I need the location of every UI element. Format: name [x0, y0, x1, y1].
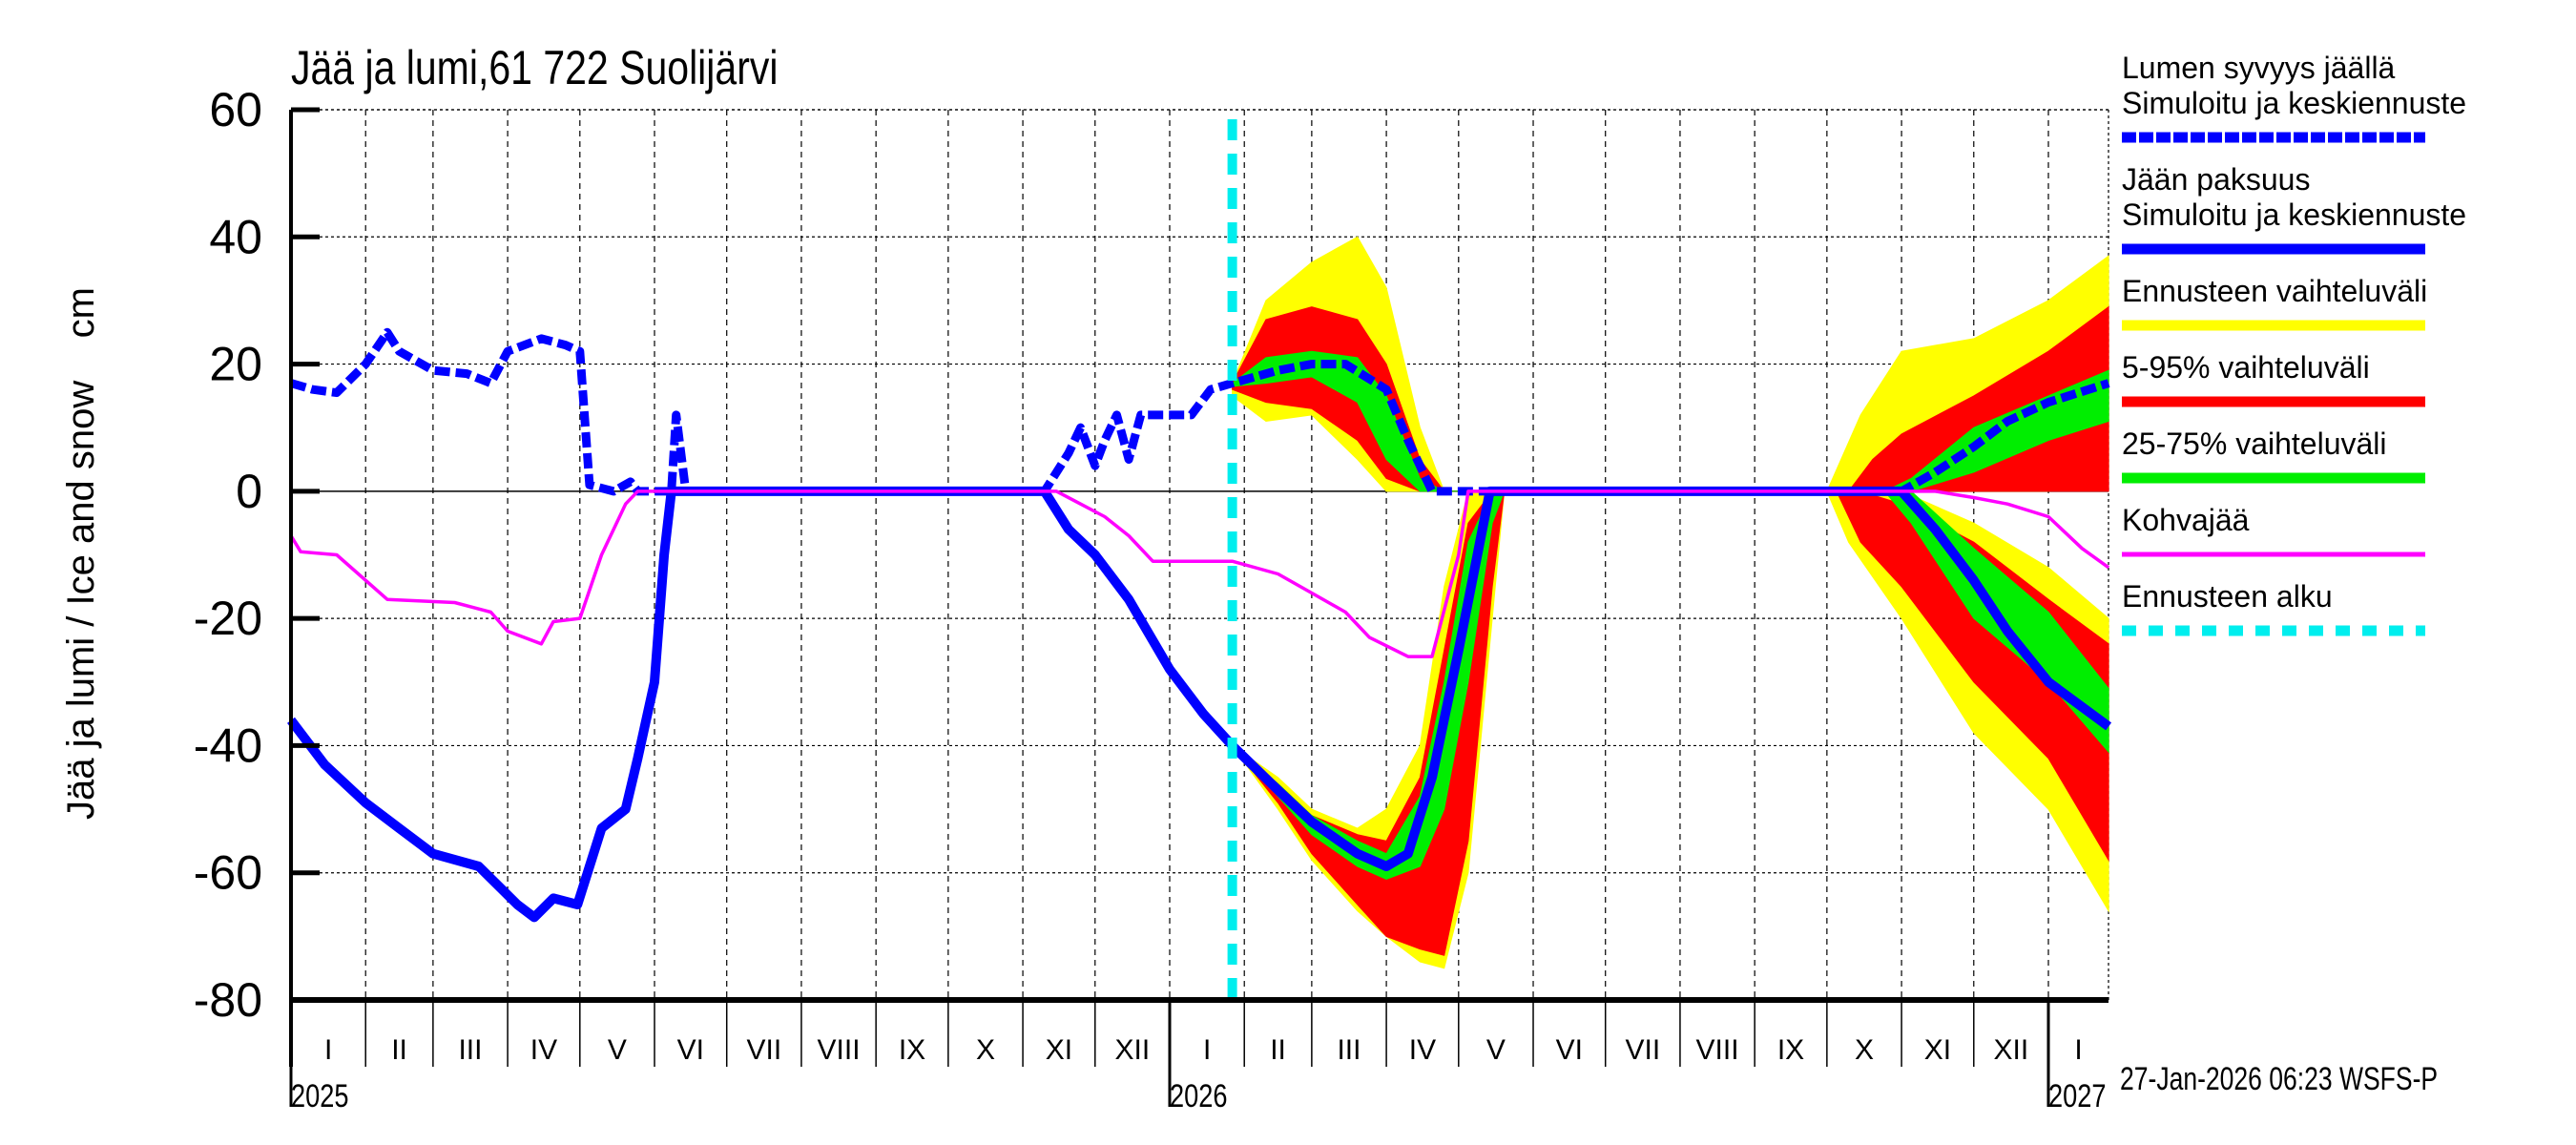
- month-label: IV: [530, 1034, 557, 1066]
- month-label: V: [1486, 1034, 1506, 1066]
- y-tick-label: -20: [194, 592, 262, 645]
- legend-label: Kohvajää: [2122, 503, 2250, 537]
- month-label: X: [976, 1034, 995, 1066]
- month-label: V: [608, 1034, 627, 1066]
- timestamp: 27-Jan-2026 06:23 WSFS-P: [2120, 1061, 2438, 1097]
- slush-ice-line: [289, 489, 2110, 658]
- y-tick-label: 20: [209, 338, 262, 391]
- month-label: XII: [1115, 1034, 1151, 1066]
- month-label: XII: [1994, 1034, 2029, 1066]
- month-label: VII: [1625, 1034, 1660, 1066]
- y-tick-label: 0: [236, 465, 262, 518]
- year-label: 2025: [291, 1077, 348, 1114]
- month-label: I: [2074, 1034, 2082, 1066]
- month-label: II: [391, 1034, 407, 1066]
- legend-label: 5-95% vaihteluväli: [2122, 350, 2370, 385]
- y-tick-label: 40: [209, 210, 262, 263]
- month-label: III: [1337, 1034, 1361, 1066]
- month-label: XI: [1924, 1034, 1951, 1066]
- legend-label: 25-75% vaihteluväli: [2122, 427, 2387, 461]
- legend-label: Simuloitu ja keskiennuste: [2122, 86, 2466, 120]
- ice-25-75-band: [1232, 490, 2109, 880]
- month-label: II: [1270, 1034, 1286, 1066]
- ice-thickness-line: [287, 486, 2112, 923]
- legend-label: Lumen syvyys jäällä: [2122, 51, 2396, 85]
- grid: [291, 109, 2109, 1000]
- year-label: 2026: [1170, 1077, 1227, 1114]
- month-label: VI: [1556, 1034, 1583, 1066]
- legend-label: Jään paksuus: [2122, 162, 2310, 197]
- month-label: VIII: [1696, 1034, 1739, 1066]
- month-label: XI: [1046, 1034, 1072, 1066]
- y-tick-label: -40: [194, 718, 262, 772]
- month-label: VIII: [818, 1034, 861, 1066]
- month-label: I: [1203, 1034, 1211, 1066]
- month-label: IX: [899, 1034, 925, 1066]
- month-label: VII: [746, 1034, 781, 1066]
- month-label: III: [458, 1034, 482, 1066]
- forecast-bands: [1232, 236, 2109, 969]
- y-axis-label: Jää ja lumi / Ice and snow cm: [60, 287, 102, 820]
- y-tick-label: -60: [194, 846, 262, 900]
- year-label: 2027: [2048, 1077, 2106, 1114]
- y-tick-label: -80: [194, 973, 262, 1027]
- snow-5-95-band: [1232, 305, 2109, 492]
- legend-label: Ennusteen vaihteluväli: [2122, 274, 2427, 308]
- snow-depth-line: [289, 327, 2110, 496]
- month-label: IX: [1777, 1034, 1804, 1066]
- legend-label: Ennusteen alku: [2122, 579, 2333, 614]
- month-label: I: [324, 1034, 332, 1066]
- series-lines: [287, 119, 2112, 1000]
- month-label: X: [1855, 1034, 1874, 1066]
- month-label: IV: [1409, 1034, 1436, 1066]
- y-tick-label: 60: [209, 83, 262, 136]
- month-label: VI: [677, 1034, 704, 1066]
- chart-title: Jää ja lumi,61 722 Suolijärvi: [291, 41, 778, 94]
- legend-label: Simuloitu ja keskiennuste: [2122, 198, 2466, 232]
- snow-25-75-band: [1232, 350, 2109, 492]
